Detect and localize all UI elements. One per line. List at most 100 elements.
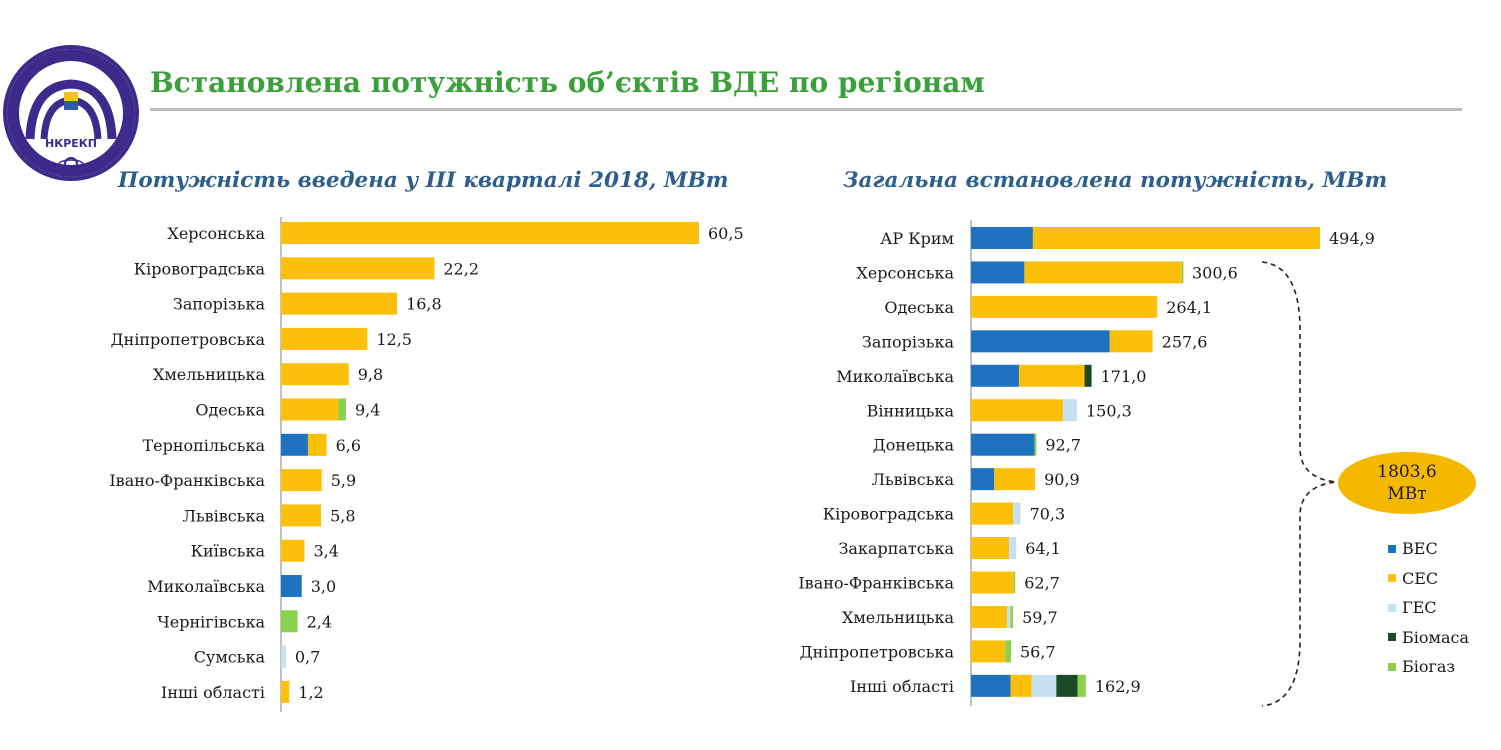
data-label: 70,3 xyxy=(1030,505,1066,524)
bar-segment xyxy=(971,640,1006,663)
legend-label: Біогаз xyxy=(1402,657,1456,677)
data-label: 3,4 xyxy=(313,542,338,561)
category-label: Хмельницька xyxy=(153,365,266,384)
legend-label: СЕС xyxy=(1402,568,1439,588)
callout-value: 1803,6 xyxy=(1377,462,1437,482)
data-label: 5,9 xyxy=(331,471,356,490)
data-label: 62,7 xyxy=(1024,574,1060,593)
bar-segment xyxy=(281,433,308,456)
category-label: Інші області xyxy=(850,677,954,696)
data-label: 9,8 xyxy=(358,365,383,384)
total-capacity-callout: 1803,6 МВт xyxy=(1338,452,1476,514)
category-label: Київська xyxy=(191,542,266,561)
bar-segment xyxy=(281,327,368,350)
legend-item: ВЕС xyxy=(1388,534,1469,564)
category-label: Донецька xyxy=(873,436,955,455)
callout-unit: МВт xyxy=(1387,484,1427,504)
bar-segment xyxy=(971,330,1110,353)
chart-2: АР Крим 494,9 Херсонська 300,6 Одеська 264,1 З… xyxy=(798,220,1375,706)
data-label: 64,1 xyxy=(1025,539,1061,558)
bar-segment xyxy=(281,257,435,280)
legend-swatch xyxy=(1388,633,1396,642)
bar-segment xyxy=(971,295,1158,318)
data-label: 494,9 xyxy=(1329,229,1375,248)
bar-segment xyxy=(281,680,290,703)
category-label: Дніпропетровська xyxy=(800,642,955,661)
bar-segment xyxy=(1077,674,1086,697)
category-label: Івано-Франківська xyxy=(798,574,954,593)
category-label: Дніпропетровська xyxy=(111,330,266,349)
category-label: Закарпатська xyxy=(838,539,954,558)
bar-segment xyxy=(1031,674,1057,697)
data-label: 3,0 xyxy=(311,577,336,596)
bar-segment xyxy=(971,502,1014,525)
bar-segment xyxy=(1010,605,1014,628)
legend-swatch xyxy=(1388,544,1396,553)
category-label: Запорізька xyxy=(862,332,955,351)
data-label: 22,2 xyxy=(443,259,479,278)
page-title: Встановлена потужність об’єктів ВДЕ по р… xyxy=(150,66,985,99)
regulator-logo: НКРЕКП xyxy=(2,44,140,182)
bar-segment xyxy=(971,227,1033,249)
bar-segment xyxy=(971,605,1007,628)
chart-legend: ВЕС СЕС ГЕС Біомаса Біогаз xyxy=(1388,534,1469,682)
legend-swatch xyxy=(1388,574,1396,583)
category-label: Івано-Франківська xyxy=(109,471,265,490)
bar-segment xyxy=(281,610,298,633)
legend-item: Біогаз xyxy=(1388,652,1469,682)
bar-segment xyxy=(1005,640,1011,663)
bar-segment xyxy=(971,261,1025,284)
bar-segment xyxy=(281,292,398,315)
data-label: 90,9 xyxy=(1044,470,1080,489)
title-divider xyxy=(150,108,1462,111)
logo-text: НКРЕКП xyxy=(45,137,97,150)
bar-segment xyxy=(971,571,1014,594)
legend-item: СЕС xyxy=(1388,564,1469,594)
chart-1: Херсонська 60,5 Кіровоградська 22,2 Запорізь… xyxy=(109,217,744,712)
bar-segment xyxy=(1009,537,1017,560)
bar-segment xyxy=(1084,364,1092,387)
category-label: Чернігівська xyxy=(157,612,265,631)
data-label: 257,6 xyxy=(1162,332,1208,351)
bar-segment xyxy=(1032,227,1320,249)
data-label: 5,8 xyxy=(330,506,355,525)
bar-segment xyxy=(338,398,346,421)
data-label: 171,0 xyxy=(1101,367,1147,386)
category-label: Інші області xyxy=(161,683,265,702)
legend-label: ВЕС xyxy=(1402,539,1438,559)
bar-segment xyxy=(1010,674,1032,697)
bar-segment xyxy=(1024,261,1182,284)
legend-label: Біомаса xyxy=(1402,627,1469,647)
chart-title-quarterly: Потужність введена у III кварталі 2018, … xyxy=(118,168,729,193)
data-label: 59,7 xyxy=(1022,608,1058,627)
bar-segment xyxy=(281,504,322,527)
bar-segment xyxy=(1056,674,1078,697)
data-label: 300,6 xyxy=(1192,263,1238,282)
category-label: Кіровоградська xyxy=(823,505,955,524)
legend-swatch xyxy=(1388,603,1396,612)
category-label: Миколаївська xyxy=(836,367,954,386)
bar-segment xyxy=(1013,502,1021,525)
data-label: 1,2 xyxy=(298,683,323,702)
category-label: Запорізька xyxy=(173,295,266,314)
bar-segment xyxy=(1034,433,1037,456)
bar-segment xyxy=(281,645,286,668)
category-label: Одеська xyxy=(195,401,265,420)
data-label: 56,7 xyxy=(1020,642,1056,661)
bar-segment xyxy=(1062,399,1077,422)
category-label: Вінницька xyxy=(867,401,955,420)
category-label: Львівська xyxy=(872,470,955,489)
bar-segment xyxy=(281,363,349,386)
category-label: Львівська xyxy=(183,506,266,525)
category-label: Херсонська xyxy=(856,263,954,282)
category-label: Миколаївська xyxy=(147,577,265,596)
chart-title-total: Загальна встановлена потужність, МВт xyxy=(843,168,1388,193)
bar-segment xyxy=(971,468,995,491)
data-label: 12,5 xyxy=(376,330,412,349)
bar-segment xyxy=(971,674,1011,697)
data-label: 16,8 xyxy=(406,295,442,314)
data-label: 92,7 xyxy=(1045,436,1081,455)
bar-segment xyxy=(1181,261,1184,284)
category-label: Тернопільська xyxy=(142,436,265,455)
